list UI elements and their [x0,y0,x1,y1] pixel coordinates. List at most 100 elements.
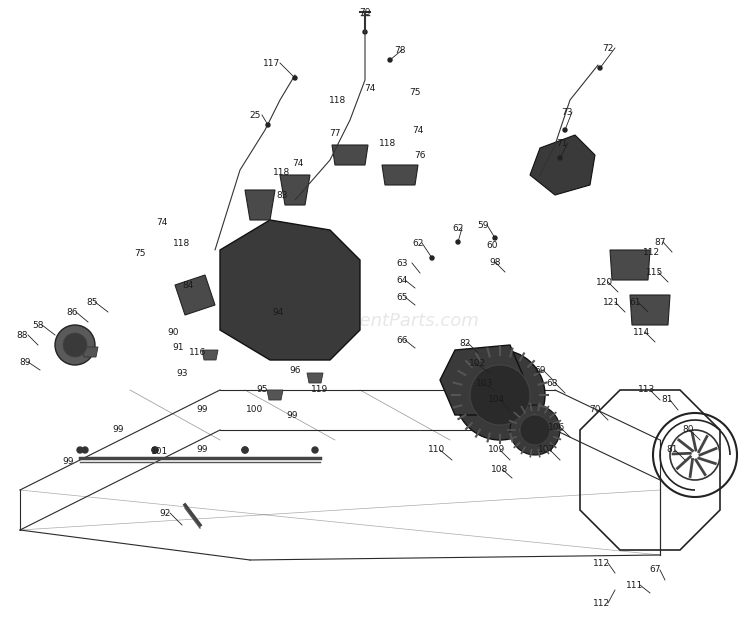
Text: 108: 108 [491,465,508,474]
Text: 119: 119 [311,385,328,394]
Polygon shape [332,145,368,165]
Polygon shape [175,275,215,315]
Text: 95: 95 [256,385,268,394]
Text: 58: 58 [32,320,44,329]
Text: 107: 107 [538,445,556,454]
Text: 118: 118 [380,138,397,147]
Text: 65: 65 [396,292,408,301]
Text: 89: 89 [20,358,31,367]
Text: 68: 68 [546,378,558,388]
Circle shape [242,447,248,453]
Text: 114: 114 [634,328,650,337]
Text: 72: 72 [602,44,613,53]
Text: 117: 117 [263,58,280,67]
Text: 60: 60 [486,240,498,249]
Text: 102: 102 [470,358,487,367]
Text: 118: 118 [173,238,190,247]
Text: ReplacementParts.com: ReplacementParts.com [271,312,479,330]
Text: 99: 99 [196,406,208,415]
Text: 98: 98 [489,258,501,267]
Text: 112: 112 [593,558,610,567]
Polygon shape [440,345,525,415]
Text: 79: 79 [359,8,370,17]
Text: 81: 81 [662,395,673,404]
Text: 87: 87 [654,238,666,247]
Text: 104: 104 [488,395,506,404]
Text: 70: 70 [590,406,601,415]
Circle shape [312,447,318,453]
Text: 109: 109 [488,445,506,454]
Circle shape [293,76,297,80]
Text: 99: 99 [62,458,74,467]
Text: 118: 118 [274,167,291,176]
Polygon shape [267,390,283,400]
Text: 94: 94 [272,308,284,317]
Text: 75: 75 [134,249,146,258]
Circle shape [493,236,497,240]
Text: 121: 121 [604,297,620,306]
Text: 84: 84 [182,281,194,290]
Text: 67: 67 [650,565,661,574]
Polygon shape [382,165,418,185]
Text: 111: 111 [626,581,644,590]
Text: 75: 75 [410,88,421,97]
Text: 61: 61 [629,297,640,306]
Text: 69: 69 [534,365,546,374]
Circle shape [266,123,270,127]
Text: 76: 76 [414,151,426,160]
Text: 118: 118 [329,96,346,104]
Polygon shape [610,250,650,280]
Text: 71: 71 [556,138,568,147]
Text: 99: 99 [196,445,208,454]
Text: 106: 106 [548,422,566,431]
Text: 78: 78 [394,46,406,54]
Text: 66: 66 [396,335,408,344]
Circle shape [82,447,88,453]
Text: 86: 86 [66,308,78,317]
Text: 81: 81 [666,445,678,454]
Text: 74: 74 [156,217,168,226]
Text: 62: 62 [452,224,464,233]
Polygon shape [202,350,218,360]
Circle shape [510,405,560,455]
Text: 110: 110 [428,445,445,454]
Circle shape [363,30,367,34]
Text: 112: 112 [644,247,661,256]
Circle shape [388,58,392,62]
Circle shape [152,447,158,453]
Text: 90: 90 [167,328,178,337]
Text: 74: 74 [364,83,376,92]
Polygon shape [280,175,310,205]
Text: 73: 73 [561,108,573,117]
Text: 64: 64 [396,276,408,285]
Circle shape [456,240,460,244]
Circle shape [55,325,95,365]
Circle shape [598,66,602,70]
Text: 120: 120 [596,278,613,287]
Circle shape [455,350,545,440]
Circle shape [563,128,567,132]
Text: 63: 63 [396,258,408,267]
Text: 82: 82 [459,338,471,347]
Text: 100: 100 [246,406,264,415]
Text: 25: 25 [249,110,261,119]
Text: 91: 91 [172,342,184,351]
Circle shape [430,256,434,260]
Text: 88: 88 [16,331,28,340]
Circle shape [470,365,530,425]
Text: 113: 113 [638,385,656,394]
Text: 59: 59 [477,221,489,229]
Polygon shape [307,373,323,383]
Text: 103: 103 [476,378,494,388]
Polygon shape [630,295,670,325]
Text: 80: 80 [682,426,694,435]
Text: 112: 112 [593,599,610,608]
Text: 83: 83 [276,190,288,199]
Circle shape [242,447,248,453]
Text: 93: 93 [176,369,188,378]
Text: 74: 74 [413,126,424,135]
Text: 62: 62 [413,238,424,247]
Polygon shape [530,135,595,195]
Polygon shape [220,220,360,360]
Circle shape [63,333,87,357]
